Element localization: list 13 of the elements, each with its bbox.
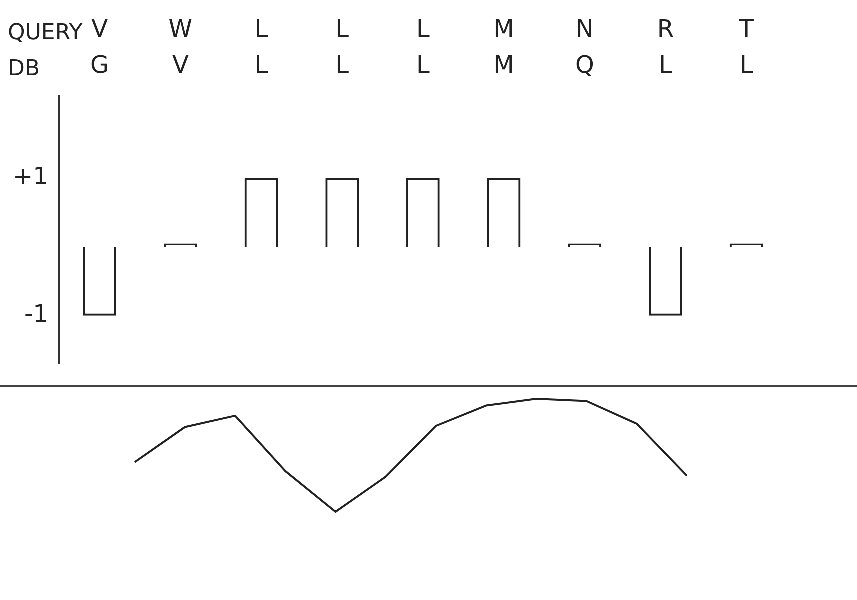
x-tick-label: W V <box>168 15 193 80</box>
text: DB <box>8 56 40 82</box>
x-tick-label: M M <box>494 15 514 80</box>
x-tick-label: V G <box>90 15 110 80</box>
x-tick-label: L L <box>254 15 269 80</box>
x-tick-label: L L <box>336 15 350 80</box>
y-tick-label: +1 <box>12 162 48 191</box>
x-tick-label: R L <box>657 15 674 80</box>
x-tick-label: N Q <box>575 15 594 80</box>
x-tick-label: L L <box>416 15 430 80</box>
y-tick-label: -1 <box>24 300 48 328</box>
x-tick-label: T L <box>738 15 754 80</box>
text: QUERY <box>8 20 84 46</box>
